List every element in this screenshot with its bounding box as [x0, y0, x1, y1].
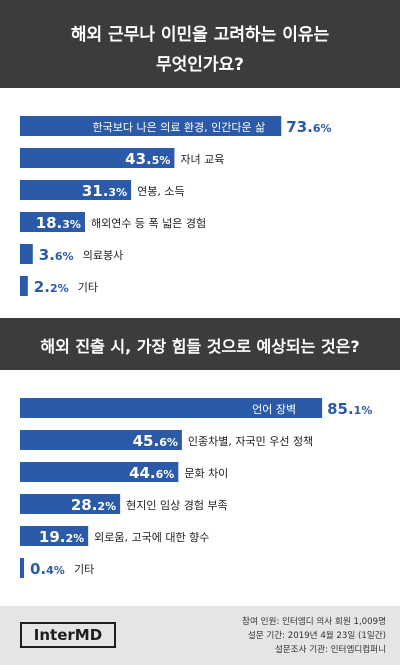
section1-header: 해외 근무나 이민을 고려하는 이유는 무엇인가요? [0, 0, 400, 88]
footer: InterMD 참여 인원: 인터엠디 의사 회원 1,009명 설문 기간: … [0, 606, 400, 665]
category-label-2-5: 외로움, 고국에 대한 향수 [94, 531, 209, 544]
bar-2-6 [20, 558, 24, 578]
category-label-1-3: 연봉, 소득 [137, 185, 184, 198]
bar-2-4 [20, 494, 121, 514]
survey-participants: 참여 인원: 인터엠디 의사 회원 1,009명 [242, 617, 386, 627]
bar-2-5 [20, 526, 89, 546]
bar-1-5 [20, 244, 33, 264]
category-label-2-6: 기타 [74, 563, 94, 576]
bar-1-3 [20, 180, 132, 200]
category-label-1-6: 기타 [78, 281, 98, 294]
category-label-1-5: 의료봉사 [83, 249, 123, 262]
survey-organization: 설문조사 기관: 인터엠디컴퍼니 [274, 645, 386, 655]
category-label-2-1: 언어 장벽 [252, 403, 296, 416]
value-label-1-2: 43.5% [125, 150, 170, 168]
value-label-1-1: 73.6% [286, 118, 331, 136]
bar-2-3 [20, 462, 179, 482]
intermd-logo: InterMD [20, 622, 116, 648]
bar-1-2 [20, 148, 175, 168]
category-label-2-3: 문화 차이 [184, 467, 228, 480]
value-label-1-3: 31.3% [82, 182, 127, 200]
category-label-2-4: 현지인 임상 경험 부족 [126, 499, 228, 512]
category-label-1-2: 자녀 교육 [180, 153, 224, 166]
category-label-2-2: 인종차별, 자국민 우선 정책 [188, 435, 313, 448]
value-label-2-6: 0.4% [30, 560, 65, 578]
bar-1-1 [20, 116, 282, 136]
value-label-2-5: 19.2% [39, 528, 84, 546]
value-label-1-6: 2.2% [34, 278, 69, 296]
value-label-2-2: 45.6% [133, 432, 178, 450]
section1-title-line2: 무엇인가요? [155, 55, 245, 75]
chart-difficulties: 언어 장벽 85.1% 45.6% 인종차별, 자국민 우선 정책 44.6% 문화 차이… [20, 398, 372, 578]
value-label-2-1: 85.1% [327, 400, 372, 418]
survey-notes: 참여 인원: 인터엠디 의사 회원 1,009명 설문 기간: 2019년 4월… [242, 615, 386, 657]
bar-2-2 [20, 430, 182, 450]
category-label-1-4: 해외연수 등 폭 넓은 경험 [91, 216, 206, 230]
section1-title-line1: 해외 근무나 이민을 고려하는 이유는 [70, 25, 330, 45]
survey-period: 설문 기간: 2019년 4월 23일 (1일간) [247, 631, 386, 641]
bar-2-1 [20, 398, 323, 418]
chart-reasons: 한국보다 나은 의료 환경, 인간다운 삶 73.6% 43.5% 자녀 교육 31.3… [20, 116, 332, 296]
value-label-1-5: 3.6% [39, 246, 74, 264]
section2-header: 해외 진출 시, 가장 힘들 것으로 예상되는 것은? [0, 318, 400, 370]
category-label-1-1: 한국보다 나은 의료 환경, 인간다운 삶 [92, 121, 265, 134]
value-label-1-4: 18.3% [36, 214, 81, 232]
section2-title: 해외 진출 시, 가장 힘들 것으로 예상되는 것은? [40, 337, 360, 356]
bar-1-4 [20, 212, 85, 232]
value-label-2-3: 44.6% [129, 464, 174, 482]
value-label-2-4: 28.2% [71, 496, 116, 514]
bar-1-6 [20, 276, 28, 296]
